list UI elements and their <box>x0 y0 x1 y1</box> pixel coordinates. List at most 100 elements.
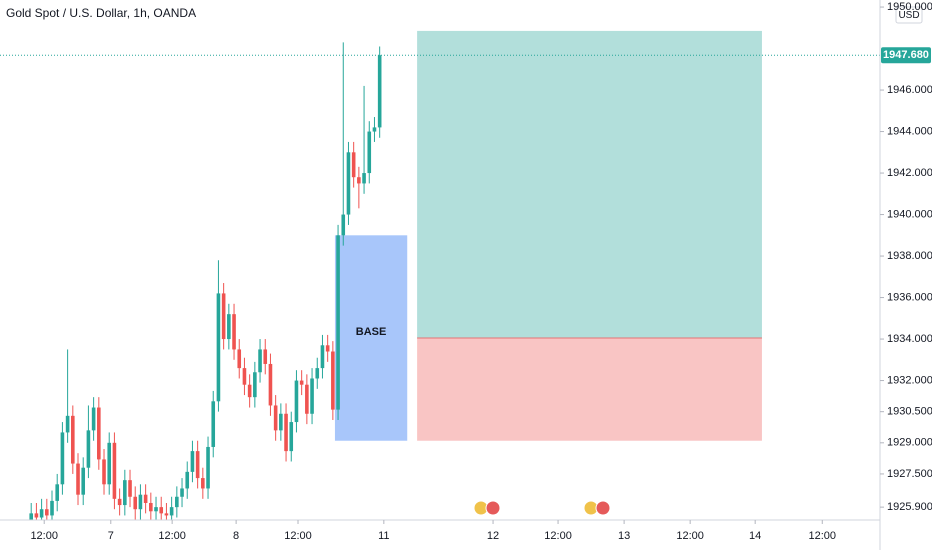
candle-body <box>39 509 44 518</box>
candle-body <box>185 471 190 489</box>
candle-body <box>169 507 174 516</box>
candle-body <box>367 131 372 174</box>
candle-body <box>86 430 91 468</box>
last-price-label: 1947.680 <box>883 49 929 61</box>
x-tick-label: 7 <box>108 530 114 542</box>
candle-body <box>45 509 49 516</box>
candle-body <box>331 351 335 410</box>
candle-body <box>341 214 346 236</box>
last-price-badge <box>881 47 931 64</box>
candle-body <box>154 507 158 512</box>
candle-body <box>159 507 164 514</box>
base-zone <box>334 235 408 441</box>
candle-body <box>128 480 132 497</box>
y-tick-label: 1942.000 <box>887 167 932 179</box>
candle-body <box>50 500 54 516</box>
candle-body <box>76 463 80 495</box>
x-tick-label: 8 <box>233 530 239 542</box>
y-tick-label: 1944.000 <box>887 125 932 137</box>
currency-label: USD <box>898 10 919 21</box>
candle-body <box>325 345 330 352</box>
x-tick-label: 12:00 <box>158 530 186 542</box>
candle-body <box>289 422 294 452</box>
candle-body <box>117 498 122 506</box>
candle-body <box>221 293 226 340</box>
x-tick-label: 12:00 <box>809 530 837 542</box>
profit-zone <box>417 30 762 339</box>
candle-body <box>71 415 75 464</box>
candle-body <box>253 372 257 398</box>
currency-box <box>895 6 923 24</box>
candle-body <box>211 401 216 447</box>
candle-body <box>310 378 314 414</box>
candle-body <box>164 513 169 516</box>
candle-body <box>284 413 288 452</box>
candle-body <box>351 152 356 178</box>
candle-body <box>201 478 205 489</box>
candle-body <box>362 173 366 184</box>
loss-zone <box>417 338 762 441</box>
candle-body <box>149 502 153 512</box>
candle-body <box>247 384 252 398</box>
candle-body <box>206 446 210 489</box>
candle-body <box>216 293 221 402</box>
event-icons <box>473 500 611 516</box>
candle-body <box>336 235 340 410</box>
candle-body <box>190 451 195 472</box>
x-tick-label: 13 <box>618 530 630 542</box>
x-tick-label: 12:00 <box>676 530 704 542</box>
candle-body <box>65 415 70 433</box>
event-icon <box>595 500 611 516</box>
x-tick-label: 12:00 <box>284 530 312 542</box>
candle-body <box>357 177 361 184</box>
candle-body <box>60 432 65 485</box>
candle-body <box>143 494 148 503</box>
candle-body <box>320 345 325 369</box>
candle-body <box>299 380 304 385</box>
x-tick-label: 12:00 <box>30 530 58 542</box>
candle-body <box>377 55 382 128</box>
base-label: BASE <box>356 326 387 338</box>
y-tick-label: 1946.000 <box>887 84 932 96</box>
candle-body <box>112 442 117 499</box>
candle-body <box>315 368 320 379</box>
candle-body <box>138 494 143 510</box>
candle-body <box>195 451 200 479</box>
event-icon <box>485 500 501 516</box>
candle-body <box>102 459 106 485</box>
candle-body <box>279 413 283 431</box>
candle-body <box>263 349 268 364</box>
candle-body <box>29 513 34 520</box>
candle-body <box>227 314 231 340</box>
candle-body <box>242 368 247 385</box>
candle-body <box>305 384 309 414</box>
candle-body <box>91 407 96 431</box>
y-tick-label: 1927.500 <box>887 468 932 480</box>
y-tick-label: 1938.000 <box>887 250 932 262</box>
candle-body <box>346 152 351 215</box>
x-tick-label: 12:00 <box>544 530 572 542</box>
candle-body <box>268 363 273 406</box>
candle-body <box>107 442 112 485</box>
y-tick-label: 1950.000 <box>887 1 932 13</box>
candle-body <box>180 488 184 497</box>
candle-body <box>258 349 262 373</box>
y-tick-label: 1925.900 <box>887 501 932 513</box>
y-tick-label: 1936.000 <box>887 291 932 303</box>
candle-body <box>34 513 39 518</box>
candle-body <box>273 405 278 431</box>
y-tick-label: 1930.500 <box>887 406 932 418</box>
x-tick-label: 12 <box>487 530 499 542</box>
candle-body <box>55 484 60 501</box>
x-tick-label: 14 <box>749 530 761 542</box>
candle-body <box>237 349 242 369</box>
candle-body <box>97 407 101 460</box>
y-tick-label: 1934.000 <box>887 333 932 345</box>
plot-area: BASE <box>0 30 880 520</box>
candle-body <box>372 127 377 132</box>
y-tick-label: 1940.000 <box>887 208 932 220</box>
candle-body <box>232 314 236 350</box>
candle-body <box>81 467 86 495</box>
y-tick-label: 1929.000 <box>887 437 932 449</box>
